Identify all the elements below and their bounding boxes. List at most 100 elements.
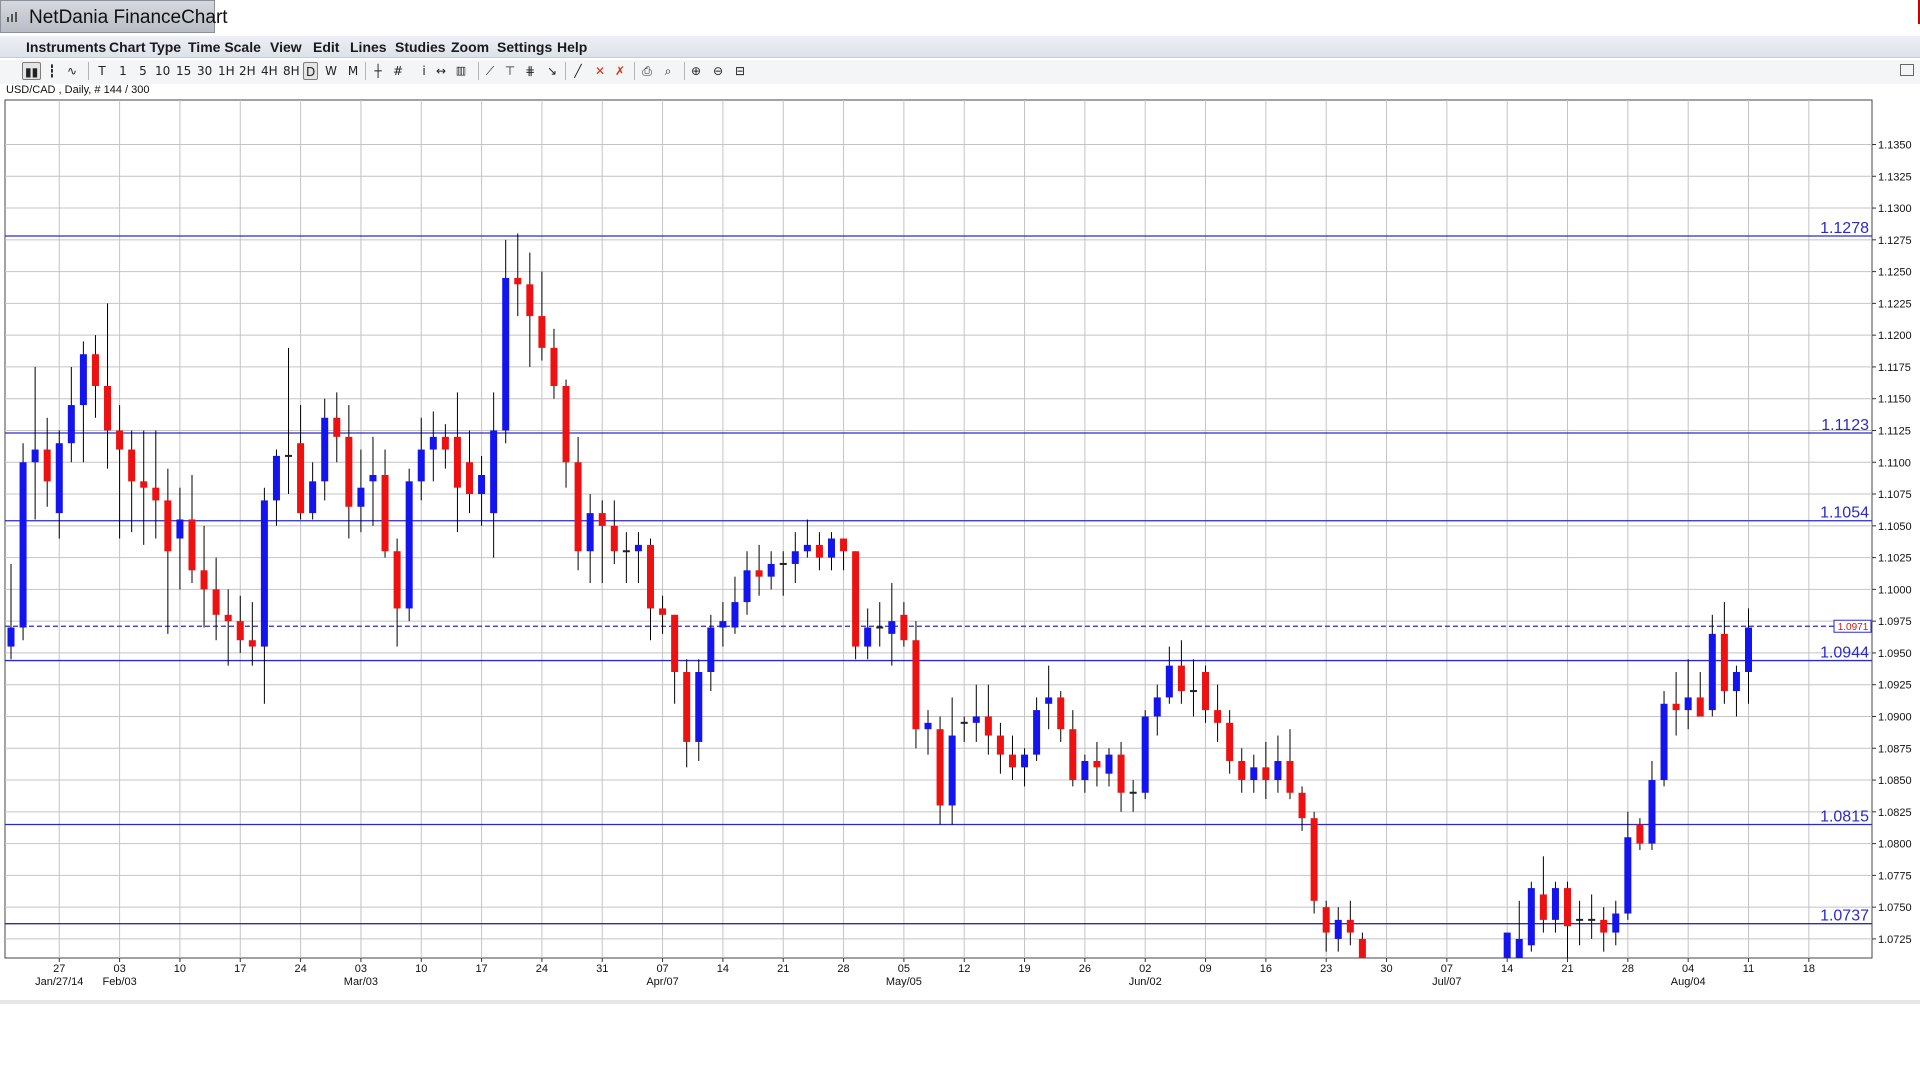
x-tick-label: 14 (1501, 963, 1513, 975)
x-tick-label: 30 (1380, 963, 1392, 975)
timeframe-10[interactable]: 10 (155, 64, 171, 78)
timeframe-tick[interactable]: T (98, 64, 106, 78)
candle-down (526, 284, 534, 317)
candle-down (514, 277, 522, 285)
timeframe-30[interactable]: 30 (197, 64, 213, 78)
timeframe-1[interactable]: 1 (119, 64, 127, 78)
menu-lines[interactable]: Lines (350, 39, 387, 55)
crosshair-icon[interactable]: ┼ (374, 64, 382, 78)
candle-up (767, 563, 775, 577)
horizontal-level-label: 1.1278 (1820, 220, 1869, 237)
candle-up (888, 621, 896, 634)
menu-edit[interactable]: Edit (313, 39, 340, 55)
window-corner-mark (1918, 0, 1920, 24)
candle-up (19, 462, 27, 628)
candle-down (610, 525, 618, 552)
timeframe-2h[interactable]: 2H (239, 64, 256, 78)
trendline-icon[interactable]: ⟋ (485, 64, 495, 78)
y-tick-label: 1.1250 (1878, 267, 1912, 279)
candle-down (996, 735, 1004, 755)
horizontal-level-label: 1.0815 (1820, 809, 1869, 826)
candle-up (502, 277, 510, 431)
timeframe-1h[interactable]: 1H (218, 64, 235, 78)
y-tick-label: 1.1025 (1878, 553, 1912, 565)
zoom-in-icon[interactable]: ⊕ (690, 64, 702, 78)
y-tick-label: 1.1100 (1878, 457, 1911, 469)
x-month-label: Jan/27/14 (35, 976, 83, 988)
y-tick-label: 1.0750 (1878, 902, 1912, 914)
info-icon[interactable]: i (422, 64, 426, 78)
menu-time-scale[interactable]: Time Scale (188, 39, 261, 55)
app-title: NetDania FinanceChart (29, 7, 228, 28)
delete-icon[interactable]: ✕ (594, 64, 606, 78)
timeframe-8h[interactable]: 8H (283, 64, 300, 78)
fibonacci-icon[interactable]: ⋕ (524, 64, 536, 78)
candle-down (200, 570, 208, 590)
zoom-out-icon[interactable]: ⊖ (712, 64, 724, 78)
delete-all-icon[interactable]: ✗ (614, 64, 626, 78)
arrow-tool-icon[interactable]: ↘ (546, 64, 558, 78)
candle-up (405, 481, 413, 609)
chart-app-icon (7, 12, 17, 22)
toolbar-separator (684, 62, 685, 80)
candle-down (1720, 633, 1728, 692)
line-chart-icon[interactable]: ∿ (66, 64, 78, 78)
candle-down (1238, 760, 1246, 781)
candle-up (1745, 627, 1753, 672)
candle-down (248, 640, 256, 647)
menu-view[interactable]: View (270, 39, 302, 55)
x-tick-label: 07 (656, 963, 668, 975)
x-tick-label: 16 (1260, 963, 1272, 975)
timeframe-monthly[interactable]: M (347, 64, 359, 78)
candle-down (224, 614, 232, 622)
menu-chart-type[interactable]: Chart Type (109, 39, 182, 55)
panel-toggle-icon[interactable] (1900, 64, 1914, 76)
draw-line-icon[interactable]: ╱ (574, 64, 582, 78)
candle-up (864, 627, 872, 647)
candle-down (671, 614, 679, 672)
grid-icon[interactable]: # (392, 64, 404, 78)
menu-help[interactable]: Help (557, 39, 588, 55)
volume-icon[interactable]: ▥ (455, 64, 467, 77)
candle-down (152, 487, 160, 501)
x-tick-label: 31 (596, 963, 608, 975)
print-icon[interactable]: ⎙ (642, 64, 652, 78)
x-tick-label: 11 (1743, 963, 1754, 975)
candle-up (960, 721, 968, 724)
timeframe-15[interactable]: 15 (176, 64, 192, 78)
candle-down (393, 551, 401, 609)
x-tick-label: 21 (1561, 963, 1573, 975)
candles-group (7, 233, 1753, 958)
candle-down (659, 608, 667, 615)
horizontal-line-icon[interactable]: ⊤ (504, 64, 516, 78)
candle-down (815, 544, 823, 558)
x-tick-label: 21 (777, 963, 789, 975)
x-tick-label: 19 (1018, 963, 1030, 975)
zoom-reset-icon[interactable]: ⊟ (734, 64, 746, 78)
menu-studies[interactable]: Studies (395, 39, 446, 55)
menu-zoom[interactable]: Zoom (451, 39, 490, 55)
timeframe-weekly[interactable]: W (325, 64, 337, 78)
candle-down (381, 474, 389, 552)
timeframe-5[interactable]: 5 (139, 64, 147, 78)
timeframe-daily[interactable]: D (303, 62, 319, 80)
candle-up (1684, 697, 1692, 711)
x-tick-label: 28 (837, 963, 849, 975)
candlestick-chart-icon[interactable]: ▮▮ (22, 62, 42, 80)
candle-up (1527, 888, 1535, 946)
candle-down (646, 544, 654, 609)
y-tick-label: 1.1150 (1878, 394, 1911, 406)
candle-up (1141, 716, 1149, 793)
bar-chart-icon[interactable]: ┇ (48, 64, 56, 78)
timeframe-4h[interactable]: 4H (261, 64, 278, 78)
y-tick-label: 1.1050 (1878, 521, 1912, 533)
menu-settings[interactable]: Settings (497, 39, 553, 55)
menu-instruments[interactable]: Instruments (26, 39, 107, 55)
y-tick-label: 1.0875 (1878, 743, 1912, 755)
candle-up (272, 455, 280, 501)
toolbar: ▮▮ ┇ ∿ T 1 5 10 15 30 1H 2H 4H 8H D W M … (0, 60, 1920, 84)
candle-up (1045, 697, 1053, 704)
pan-icon[interactable]: ↔ (435, 64, 447, 78)
print-preview-icon[interactable]: ⌕ (664, 64, 672, 78)
